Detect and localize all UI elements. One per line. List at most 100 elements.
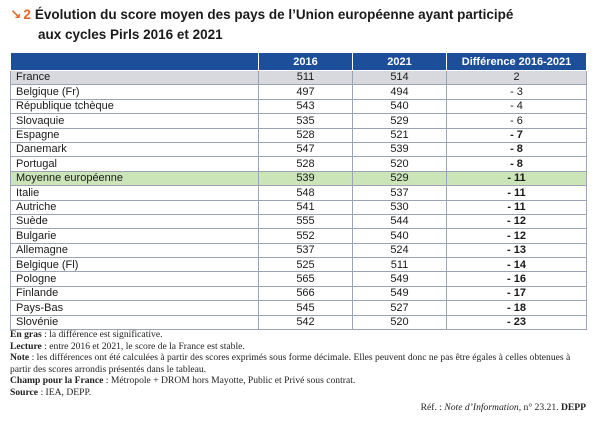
table-row: Italie 548 537- 11 [10,185,587,201]
difference-cell: - 11 [446,185,587,201]
country-cell: Belgique (Fl) [10,257,259,273]
table-row: Espagne 528 521- 7 [10,127,587,143]
difference-cell: - 13 [446,242,587,259]
country-cell: Pays-Bas [10,300,259,316]
score-2016-cell: 541 [258,199,353,215]
note-gras: En gras : la différence est significativ… [10,329,163,340]
score-2016-cell: 542 [258,314,353,331]
score-2021-cell: 529 [352,113,447,129]
difference-cell: - 12 [446,213,587,230]
difference-cell: - 14 [446,257,587,273]
country-cell: Allemagne [10,242,259,259]
note-lecture: Lecture : entre 2016 et 2021, le score d… [10,340,245,352]
difference-cell: - 23 [446,314,587,331]
table-row: France 511 514 2 [10,69,587,86]
country-cell: Moyenne européenne [10,170,259,187]
score-2016-cell: 539 [258,170,353,187]
country-cell: Espagne [10,127,259,143]
note-champ: Champ pour la France : Métropole + DROM … [10,375,356,387]
difference-cell: - 11 [446,199,587,215]
note-note: Note : les différences ont été calculées… [10,352,571,375]
table-row: Portugal 528 520- 8 [10,156,587,172]
table-row: Slovaquie 535 529- 6 [10,113,587,129]
table-row: Moyenne européenne 539 529- 11 [10,170,587,187]
score-2021-cell: 511 [352,257,447,273]
difference-cell: - 3 [446,84,587,100]
score-2016-cell: 528 [258,156,353,172]
difference-cell: 2 [446,69,587,86]
figure-title-line1: Évolution du score moyen des pays de l’U… [34,7,514,22]
header-2016: 2016 [258,52,353,71]
score-2021-cell: 514 [352,69,447,86]
difference-cell: - 4 [446,98,587,115]
scores-table: 2016 2021 Différence 2016-2021 France 511… [10,52,587,331]
score-2016-cell: 528 [258,127,353,143]
score-2016-cell: 566 [258,285,353,302]
score-2021-cell: 549 [352,285,447,302]
country-cell: Portugal [10,156,259,172]
note-source: Source : IEA, DEPP. [10,386,92,398]
score-2016-cell: 547 [258,141,353,158]
header-country [10,52,259,71]
score-2016-cell: 555 [258,213,353,230]
table-row: Bulgarie 552 540- 12 [10,228,587,244]
table-row: Suède 555 544- 12 [10,213,587,230]
country-cell: Autriche [10,199,259,215]
country-cell: Belgique (Fr) [10,84,259,100]
reference-line: Réf. : Note d’Information, n° 23.21. DEP… [420,402,586,413]
country-cell: Suède [10,213,259,230]
difference-cell: - 7 [446,127,587,143]
difference-cell: - 8 [446,156,587,172]
table-row: Danemark 547 539- 8 [10,141,587,158]
table-row: Belgique (Fr) 497 494- 3 [10,84,587,100]
table-row: République tchèque 543 540- 4 [10,98,587,115]
score-2021-cell: 494 [352,84,447,100]
figure-title-line2: aux cycles Pirls 2016 et 2021 [38,27,223,42]
difference-cell: - 17 [446,285,587,302]
figure-number: 2 [23,7,31,22]
table-row: Finlande 566 549- 17 [10,285,587,302]
score-2016-cell: 497 [258,84,353,100]
country-cell: France [10,69,259,86]
country-cell: Slovaquie [10,113,259,129]
country-cell: Danemark [10,141,259,158]
figure-heading: ↘ 2 Évolution du score moyen des pays de l… [10,5,590,45]
score-2021-cell: 520 [352,314,447,331]
score-2016-cell: 525 [258,257,353,273]
difference-cell: - 16 [446,271,587,287]
table-row: Pays-Bas 545 527- 18 [10,300,587,316]
score-2021-cell: 544 [352,213,447,230]
score-2016-cell: 543 [258,98,353,115]
country-cell: Finlande [10,285,259,302]
country-cell: Bulgarie [10,228,259,244]
header-difference: Différence 2016-2021 [446,52,587,71]
country-cell: Pologne [10,271,259,287]
difference-cell: - 6 [446,113,587,129]
score-2016-cell: 537 [258,242,353,259]
table-body: France 511 514 2 Belgique (Fr) 497 494- 3 Répub… [10,69,587,331]
table-row: Autriche 541 530- 11 [10,199,587,215]
score-2016-cell: 548 [258,185,353,201]
country-cell: République tchèque [10,98,259,115]
country-cell: Italie [10,185,259,201]
table-row: Belgique (Fl) 525 511- 14 [10,257,587,273]
score-2021-cell: 524 [352,242,447,259]
score-2021-cell: 540 [352,98,447,115]
score-2016-cell: 511 [258,69,353,86]
score-2021-cell: 529 [352,170,447,187]
country-cell: Slovénie [10,314,259,331]
table-row: Allemagne 537 524- 13 [10,242,587,259]
score-2021-cell: 537 [352,185,447,201]
table-header-row: 2016 2021 Différence 2016-2021 [10,52,587,71]
score-2016-cell: 535 [258,113,353,129]
arrow-down-right-icon: ↘ [10,7,22,22]
score-2016-cell: 545 [258,300,353,316]
header-2021: 2021 [352,52,447,71]
score-2021-cell: 521 [352,127,447,143]
table-row: Slovénie 542 520- 23 [10,314,587,331]
difference-cell: - 11 [446,170,587,187]
score-2016-cell: 552 [258,228,353,244]
score-2021-cell: 539 [352,141,447,158]
score-2021-cell: 549 [352,271,447,287]
